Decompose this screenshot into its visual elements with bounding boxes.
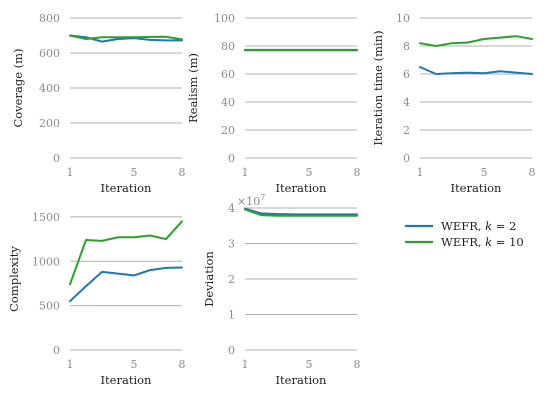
- series-line-k2: [419, 66, 533, 75]
- legend-label-k10: WEFR, k = 10: [441, 235, 524, 249]
- axis-multiplier: ×107: [237, 193, 265, 208]
- x-tick-label: 1: [242, 166, 249, 179]
- y-tick-label: 80: [221, 40, 235, 53]
- y-tick-label: 4: [228, 202, 235, 215]
- y-tick-label: 6: [403, 68, 410, 81]
- y-tick-label: 0: [228, 152, 235, 165]
- x-tick-label: 5: [481, 166, 488, 179]
- x-tick-label: 1: [67, 358, 74, 371]
- x-tick-label: 1: [67, 166, 74, 179]
- y-tick-label: 1: [228, 309, 235, 322]
- y-tick-label: 10: [396, 12, 410, 25]
- y-tick-label: 100: [214, 12, 235, 25]
- series-line-k2: [69, 266, 183, 303]
- x-tick-label: 5: [306, 166, 313, 179]
- chart-panel-1: 0 200 400 600 800 1 5 8 Iteration Coverage (m): [11, 12, 186, 195]
- x-axis-label: Iteration: [451, 181, 503, 195]
- y-tick-label: 20: [221, 124, 235, 137]
- y-tick-label: 1000: [32, 255, 60, 268]
- y-tick-label: 1500: [32, 211, 60, 224]
- y-tick-label: 8: [403, 40, 410, 53]
- x-tick-label: 8: [529, 166, 536, 179]
- x-axis-label: Iteration: [276, 181, 328, 195]
- legend-label-k2: WEFR, k = 2: [441, 219, 516, 233]
- y-axis-label: Coverage (m): [11, 48, 25, 127]
- x-tick-label: 1: [242, 358, 249, 371]
- series-line-k10: [419, 35, 533, 47]
- series-line-k10: [244, 208, 358, 217]
- y-tick-label: 800: [39, 12, 60, 25]
- y-axis-label: Complexity: [7, 246, 21, 312]
- x-tick-label: 8: [354, 358, 361, 371]
- y-axis-label: Deviation: [202, 251, 216, 307]
- y-tick-label: 600: [39, 47, 60, 60]
- x-tick-label: 5: [131, 166, 138, 179]
- y-tick-label: 3: [228, 238, 235, 251]
- y-tick-label: 2: [403, 124, 410, 137]
- x-axis-label: Iteration: [101, 181, 153, 195]
- y-axis-label: Realism (m): [186, 53, 200, 123]
- y-tick-label: 40: [221, 96, 235, 109]
- y-tick-label: 60: [221, 68, 235, 81]
- y-tick-label: 500: [39, 300, 60, 313]
- chart-panel-2: 0 20 40 60 80 100 1 5 8 Iteration Realism (m): [186, 12, 361, 195]
- series-line-k10: [69, 34, 183, 41]
- y-tick-label: 0: [403, 152, 410, 165]
- y-tick-label: 2: [228, 273, 235, 286]
- x-tick-label: 8: [179, 358, 186, 371]
- x-axis-label: Iteration: [276, 373, 328, 387]
- y-tick-label: 400: [39, 82, 60, 95]
- chart-panel-3: 0 2 4 6 8 10 1 5 8 Iteration Iteration time (min): [371, 12, 536, 195]
- x-tick-label: 8: [179, 166, 186, 179]
- x-tick-label: 5: [306, 358, 313, 371]
- x-tick-label: 8: [354, 166, 361, 179]
- x-tick-label: 1: [417, 166, 424, 179]
- y-tick-label: 0: [53, 344, 60, 357]
- y-tick-label: 0: [53, 152, 60, 165]
- series-line-k10: [69, 220, 183, 286]
- x-tick-label: 5: [131, 358, 138, 371]
- y-axis-label: Iteration time (min): [371, 30, 385, 145]
- chart-panel-4: 0 500 1000 1500 1 5 8 Iteration Complexity: [7, 211, 186, 387]
- legend: WEFR, k = 2 WEFR, k = 10: [405, 219, 524, 249]
- series-line-k2: [244, 207, 358, 216]
- x-axis-label: Iteration: [101, 373, 153, 387]
- y-tick-label: 0: [228, 344, 235, 357]
- y-tick-label: 200: [39, 117, 60, 130]
- y-tick-label: 4: [403, 96, 410, 109]
